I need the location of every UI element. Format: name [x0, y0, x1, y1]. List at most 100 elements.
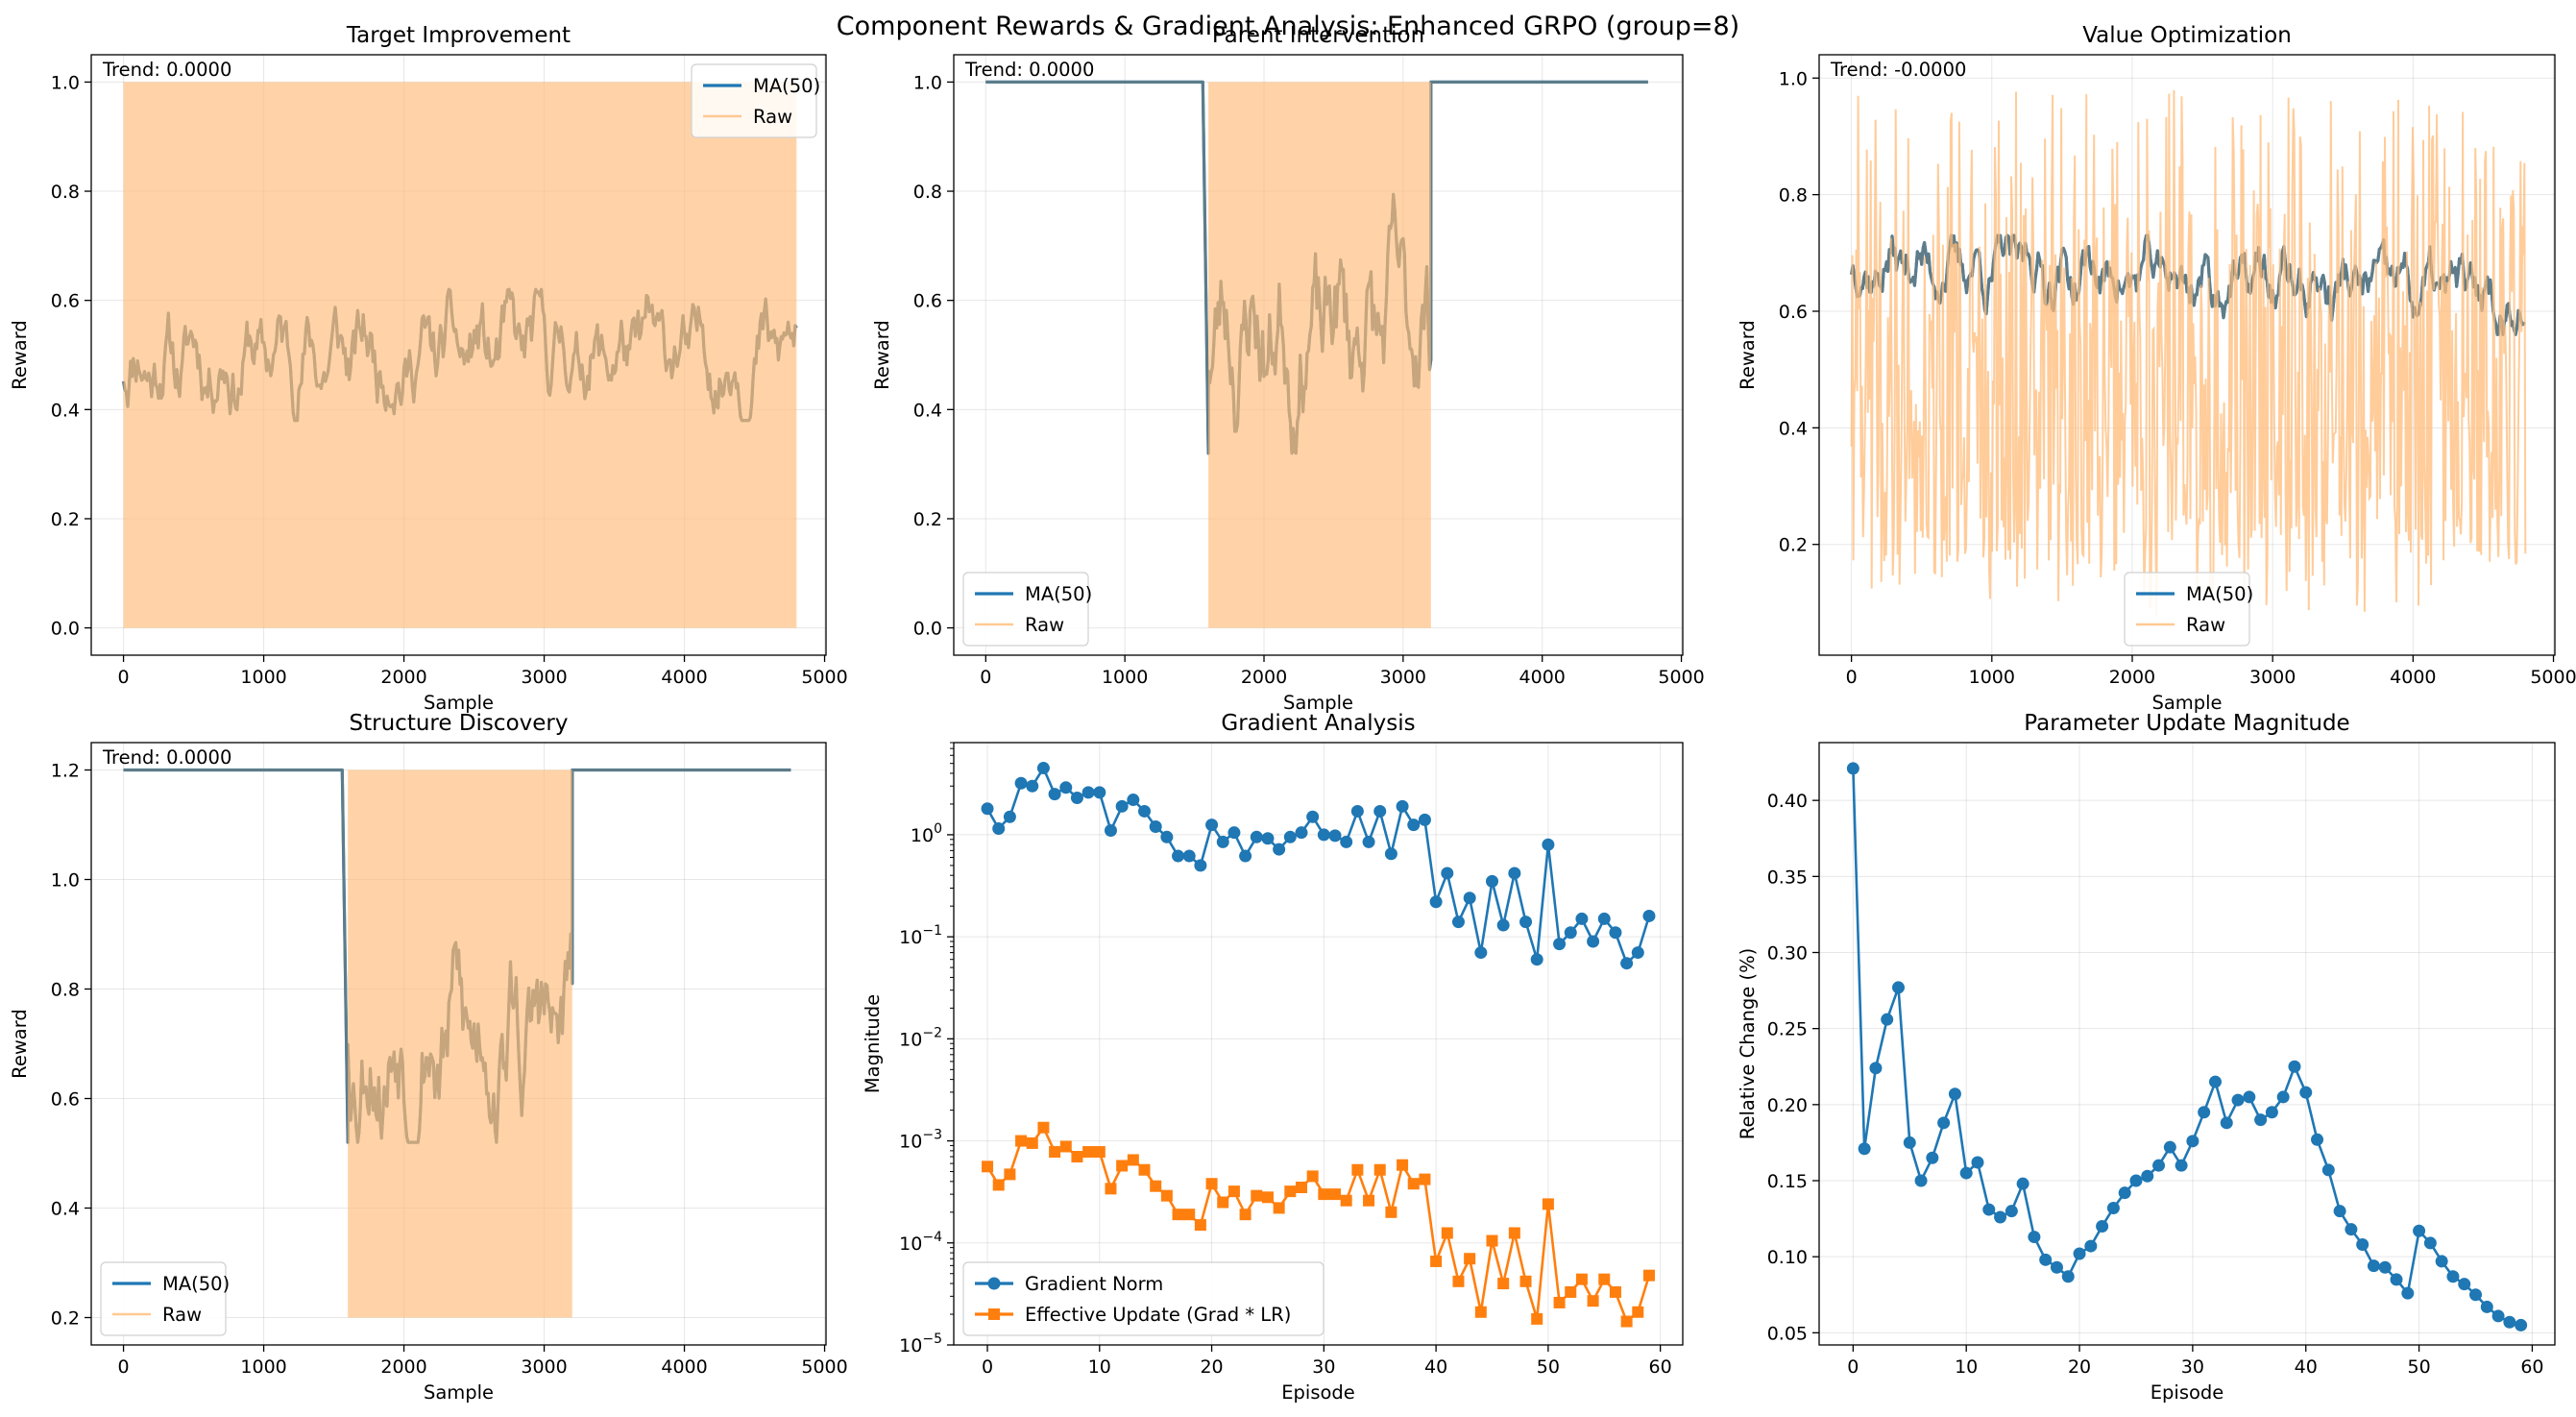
series-line	[1852, 768, 2521, 1327]
data-point	[1419, 1173, 1431, 1185]
legend-entry-label: MA(50)	[2186, 583, 2253, 605]
data-point	[1138, 804, 1152, 818]
legend-box	[962, 1261, 1324, 1336]
x-tick-label: 5000	[801, 667, 847, 688]
data-point	[1598, 1273, 1611, 1285]
data-point	[1881, 1013, 1894, 1026]
data-point	[1971, 1156, 1984, 1169]
legend-box	[100, 1261, 227, 1336]
data-point	[1903, 1136, 1916, 1149]
data-point	[2288, 1060, 2301, 1073]
data-point	[1858, 1142, 1871, 1156]
data-point	[2333, 1205, 2346, 1218]
y-axis-label: Relative Change (%)	[1737, 948, 1759, 1139]
plot-area	[981, 762, 1656, 1328]
legend: MA(50) Raw	[962, 572, 1092, 647]
plot-area	[1850, 89, 2527, 616]
data-point	[2413, 1224, 2426, 1237]
data-point	[1485, 874, 1498, 888]
x-axis-label: Sample	[1283, 692, 1353, 714]
x-axis-label: Episode	[2151, 1381, 2224, 1404]
data-point	[1609, 1285, 1621, 1298]
data-point	[1183, 1209, 1196, 1221]
data-point	[1351, 1163, 1364, 1176]
data-point	[2118, 1186, 2131, 1200]
y-tick-label: 0.8	[51, 980, 80, 1001]
y-tick-label: 0.40	[1767, 791, 1808, 812]
legend-entry-label: Effective Update (Grad * LR)	[1025, 1304, 1291, 1326]
y-axis-label: Reward	[9, 320, 31, 390]
x-tick-label: 40	[2295, 1356, 2318, 1378]
trend-annotation: Trend: 0.0000	[102, 746, 231, 769]
data-point	[2186, 1135, 2199, 1148]
x-tick-label: 2000	[380, 1356, 426, 1378]
panel-value-optimization: 0 1000 2000 3000 4000 5000 0.2 0.4 0.6 0.8 1.0 Valu…	[1737, 23, 2576, 714]
data-point	[2016, 1177, 2029, 1190]
raw-series-band	[123, 82, 797, 628]
y-tick-label: 1.0	[51, 870, 80, 892]
axes-frame	[953, 54, 1684, 656]
x-tick-label: 4000	[1519, 667, 1566, 688]
x-axis-label: Sample	[424, 692, 494, 714]
data-point	[1127, 794, 1140, 807]
data-point	[1575, 1273, 1588, 1285]
data-point	[1048, 788, 1061, 801]
data-point	[2005, 1205, 2018, 1218]
data-point	[1227, 826, 1241, 840]
data-point	[2039, 1253, 2053, 1266]
y-tick-label: 0.8	[913, 182, 942, 203]
data-point	[1284, 1185, 1297, 1198]
data-point	[1418, 813, 1431, 826]
data-point	[1217, 1196, 1229, 1209]
data-point	[2254, 1113, 2268, 1127]
panel-parent-intervention: 0 1000 2000 3000 4000 5000 0.0 0.2 0.4 0.6 0.8 1.0 P…	[871, 23, 1705, 714]
data-point	[1295, 1181, 1307, 1193]
y-tick-label: 0.4	[51, 1199, 80, 1220]
panel-title: Parameter Update Magnitude	[2024, 711, 2349, 736]
y-tick-label: 1.0	[51, 72, 80, 93]
data-point	[1104, 824, 1117, 838]
data-point	[1926, 1151, 1939, 1164]
data-point	[2073, 1247, 2086, 1260]
data-point	[1597, 912, 1611, 925]
y-tick-label: 0.10	[1767, 1247, 1808, 1268]
data-point	[1373, 804, 1387, 818]
x-tick-label: 3000	[2249, 667, 2296, 688]
data-point	[2129, 1174, 2143, 1187]
data-point	[2491, 1309, 2505, 1323]
data-point	[2311, 1133, 2324, 1146]
data-point	[1227, 1185, 1240, 1198]
y-tick-label: 10−4	[899, 1230, 942, 1255]
data-point	[2276, 1090, 2290, 1104]
data-point	[1283, 830, 1297, 843]
data-point	[1937, 1116, 1951, 1130]
data-point	[1172, 1209, 1184, 1221]
data-point	[1306, 810, 1320, 823]
data-point	[1891, 981, 1905, 994]
data-point	[1261, 1191, 1274, 1204]
axes-frame	[90, 742, 827, 1346]
legend-entry-label: MA(50)	[753, 75, 820, 97]
data-point	[2321, 1163, 2335, 1177]
legend-entry-label: MA(50)	[1025, 583, 1092, 605]
data-point	[2198, 1106, 2211, 1119]
legend-swatch-marker	[988, 1308, 1000, 1320]
panel-title: Parent Intervention	[1212, 23, 1424, 48]
data-point	[1362, 835, 1375, 848]
y-tick-label: 0.6	[51, 1089, 80, 1111]
data-point	[1497, 1278, 1510, 1290]
y-tick-label: 10−5	[899, 1331, 942, 1356]
data-point	[981, 802, 994, 816]
data-point	[1632, 1306, 1644, 1318]
legend-box	[691, 63, 817, 138]
data-point	[1631, 946, 1644, 960]
data-point	[1350, 804, 1364, 818]
legend-box	[2124, 572, 2250, 647]
data-point	[2458, 1278, 2471, 1291]
data-point	[1082, 1146, 1095, 1159]
y-tick-label: 0.0	[913, 619, 942, 640]
legend-entry-label: Gradient Norm	[1025, 1273, 1163, 1295]
x-tick-label: 3000	[521, 667, 567, 688]
x-tick-label: 10	[1955, 1356, 1978, 1378]
y-tick-label: 0.6	[1779, 302, 1808, 323]
